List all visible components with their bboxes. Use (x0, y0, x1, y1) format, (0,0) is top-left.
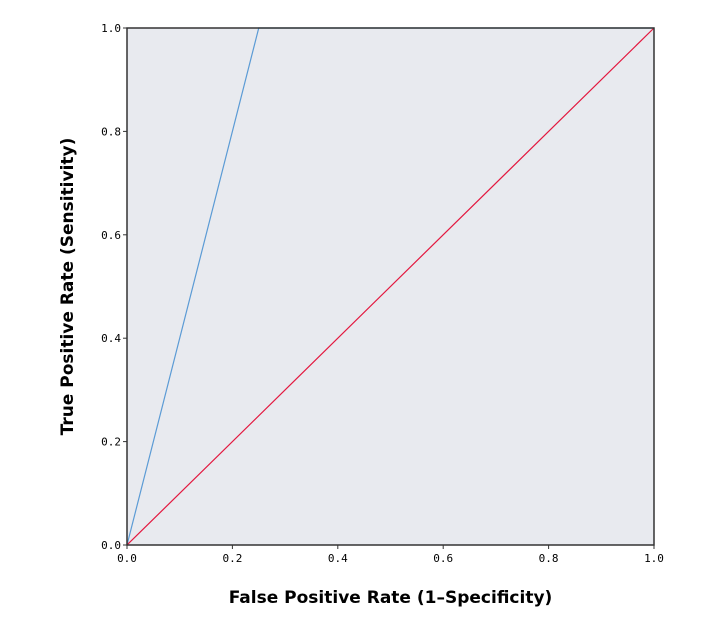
series-line-2 (126, 27, 655, 546)
y-tick-label: 0.0 (101, 539, 121, 552)
x-axis-title: False Positive Rate (1–Specificity) (229, 588, 553, 608)
y-axis-title: True Positive Rate (Sensitivity) (58, 138, 78, 436)
plot-frame (126, 27, 655, 546)
y-axis: 0.0 0.2 0.4 0.6 0.8 1.0 (101, 22, 127, 552)
x-tick-label: 0.2 (222, 552, 242, 565)
x-tick-label: 0.8 (539, 552, 559, 565)
x-tick-label: 0.6 (433, 552, 453, 565)
y-tick-label: 0.4 (101, 332, 121, 345)
x-axis: 0.0 0.2 0.4 0.6 0.8 1.0 (117, 545, 664, 565)
y-tick-label: 0.2 (101, 436, 121, 449)
x-tick-label: 0.4 (328, 552, 348, 565)
x-tick-label: 1.0 (644, 552, 664, 565)
y-tick-label: 0.6 (101, 229, 121, 242)
x-tick-label: 0.0 (117, 552, 137, 565)
y-tick-label: 1.0 (101, 22, 121, 35)
y-tick-label: 0.8 (101, 125, 121, 138)
